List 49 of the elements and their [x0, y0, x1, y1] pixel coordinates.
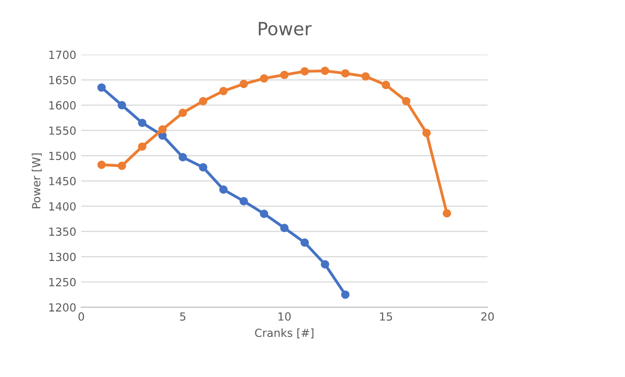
point: [219, 185, 228, 194]
point: [442, 209, 452, 218]
y-tick-label: 1250: [49, 278, 76, 286]
point: [260, 74, 268, 83]
y-tick-label: 1600: [49, 101, 76, 110]
point: [300, 238, 309, 247]
point: [260, 210, 268, 218]
point: [198, 163, 208, 172]
point: [178, 108, 187, 117]
point: [178, 153, 187, 162]
point: [240, 197, 248, 206]
point: [402, 96, 410, 106]
point: [158, 125, 167, 134]
y-tick-label: 1700: [49, 50, 76, 60]
point: [118, 101, 126, 110]
y-tick-label: 1450: [49, 176, 76, 186]
x-tick-label: 10: [278, 312, 291, 321]
x-tick-label: 0: [78, 312, 84, 321]
point: [280, 224, 289, 232]
point: [97, 83, 106, 92]
y-tick-label: 1200: [49, 303, 76, 312]
point: [300, 67, 309, 76]
y-axis-title: Power [W]: [32, 154, 42, 208]
x-tick-label: 20: [481, 312, 494, 321]
point: [320, 66, 330, 75]
point: [138, 118, 146, 128]
point: [118, 162, 126, 170]
y-tick-label: 1350: [49, 227, 76, 236]
point: [382, 80, 390, 90]
point: [341, 290, 350, 299]
x-axis-title: Cranks [#]: [255, 328, 314, 338]
x-tick-label: 5: [180, 312, 186, 321]
y-tick-label: 1650: [49, 76, 76, 84]
chart-title: Power: [258, 22, 312, 36]
point: [341, 69, 350, 78]
point: [138, 142, 146, 151]
y-tick-label: 1550: [49, 126, 76, 135]
point: [97, 160, 106, 169]
point: [198, 96, 208, 106]
point: [240, 80, 248, 88]
x-tick-label: 15: [380, 312, 392, 321]
point: [361, 72, 370, 81]
point: [320, 260, 330, 268]
point: [422, 128, 431, 138]
y-tick-label: 1300: [49, 252, 76, 262]
point: [280, 70, 289, 80]
point: [219, 86, 228, 96]
y-tick-label: 1400: [49, 202, 76, 211]
y-tick-label: 1500: [49, 152, 76, 160]
